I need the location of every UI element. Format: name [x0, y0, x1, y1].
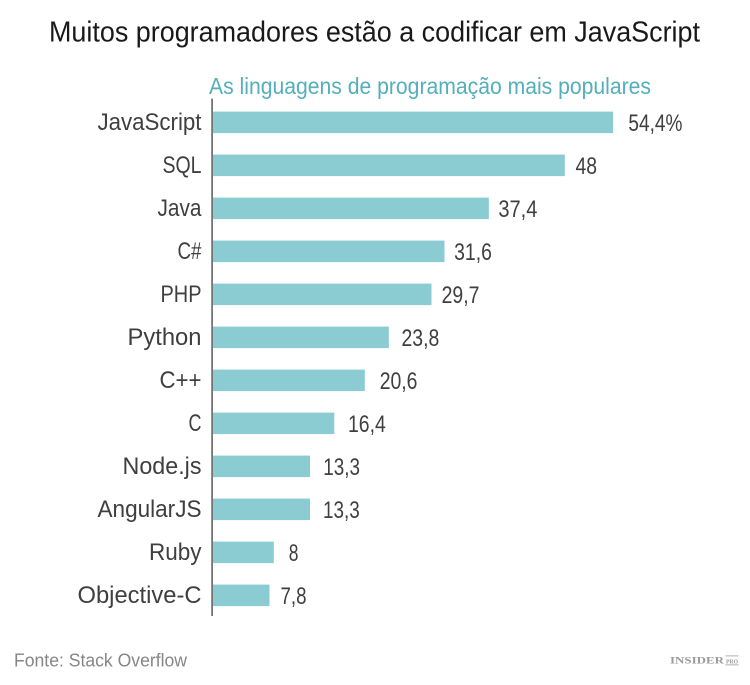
svg-text:PRO: PRO [726, 659, 738, 666]
svg-text:16,4: 16,4 [348, 411, 386, 438]
svg-text:20,6: 20,6 [380, 368, 418, 395]
svg-text:AngularJS: AngularJS [98, 496, 202, 523]
svg-text:31,6: 31,6 [454, 239, 492, 266]
svg-text:C#: C# [178, 238, 203, 265]
svg-text:37,4: 37,4 [498, 196, 537, 223]
svg-text:Objective-C: Objective-C [78, 582, 202, 609]
svg-text:Java: Java [158, 195, 203, 222]
svg-text:C: C [189, 410, 202, 437]
svg-text:PHP: PHP [161, 281, 202, 308]
svg-text:JavaScript: JavaScript [98, 109, 202, 136]
svg-text:C++: C++ [160, 367, 202, 394]
svg-text:Muitos programadores estão a c: Muitos programadores estão a codificar e… [49, 16, 700, 48]
svg-text:Node.js: Node.js [123, 453, 202, 480]
svg-text:48: 48 [576, 153, 598, 180]
svg-text:INSIDER: INSIDER [670, 657, 724, 667]
svg-text:8: 8 [289, 540, 299, 567]
svg-text:SQL: SQL [163, 152, 202, 179]
svg-text:13,3: 13,3 [323, 454, 360, 481]
svg-text:13,3: 13,3 [323, 497, 360, 524]
svg-text:29,7: 29,7 [442, 282, 480, 309]
svg-text:54,4%: 54,4% [628, 110, 682, 137]
svg-text:Ruby: Ruby [149, 539, 202, 566]
svg-text:Python: Python [128, 324, 202, 351]
svg-text:7,8: 7,8 [281, 583, 307, 610]
svg-text:Fonte: Stack Overflow: Fonte: Stack Overflow [14, 650, 188, 670]
svg-text:As linguagens de programação m: As linguagens de programação mais popula… [209, 73, 651, 99]
svg-text:23,8: 23,8 [402, 325, 440, 352]
